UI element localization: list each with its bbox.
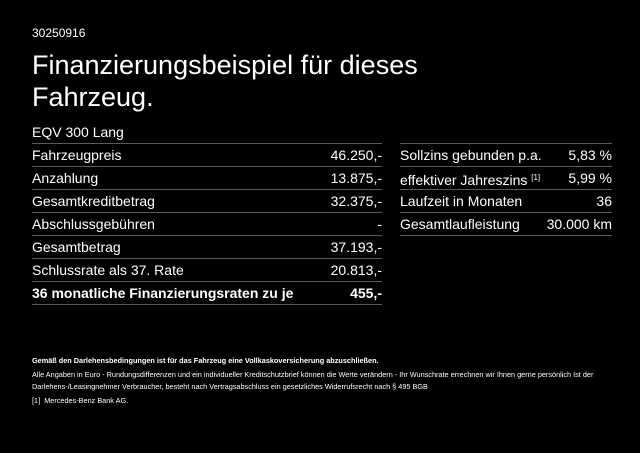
row-label: Abschlussgebühren	[32, 216, 155, 232]
table-row: Gesamtlaufleistung 30.000 km	[400, 212, 612, 236]
right-table: Sollzins gebunden p.a. 5,83 % effektiver J…	[400, 143, 612, 236]
code: 30250916	[32, 26, 86, 40]
row-label: Gesamtbetrag	[32, 239, 121, 255]
table-row: effektiver Jahreszins [1] 5,99 %	[400, 166, 612, 189]
title: Finanzierungsbeispiel für dieses Fahrzeu…	[32, 50, 418, 112]
table-row: Sollzins gebunden p.a. 5,83 %	[400, 143, 612, 166]
row-label: Laufzeit in Monaten	[400, 193, 523, 209]
disclaimer: Alle Angaben in Euro - Rundungsdifferenz…	[32, 370, 594, 391]
row-value: 20.813,-	[330, 262, 382, 278]
row-label: Gesamtkreditbetrag	[32, 193, 155, 209]
row-value: 37.193,-	[330, 239, 382, 255]
row-value: 455,-	[350, 285, 382, 301]
row-label: Anzahlung	[32, 170, 99, 186]
row-label-cell: Laufzeit in Monaten	[400, 190, 522, 212]
table-row: Fahrzeugpreis 46.250,-	[32, 143, 382, 166]
footnote-ref: [1]	[531, 173, 541, 182]
row-label-cell: Gesamtkreditbetrag	[32, 190, 155, 212]
row-label-cell: Fahrzeugpreis	[32, 144, 122, 166]
row-label: Gesamtlaufleistung	[400, 216, 520, 232]
row-label: Fahrzeugpreis	[32, 147, 122, 163]
row-label-cell: Gesamtlaufleistung	[400, 213, 520, 235]
ref-text: Mercedes-Benz Bank AG.	[44, 396, 129, 405]
footnotes: Gemäß den Darlehensbedingungen ist für d…	[32, 355, 607, 407]
reference: [1] Mercedes-Benz Bank AG.	[32, 395, 607, 407]
row-value: 13.875,-	[330, 170, 382, 186]
table-row: 36 monatliche Finanzierungsraten zu je 45…	[32, 281, 382, 305]
row-value: 32.375,-	[330, 193, 382, 209]
row-label: Sollzins gebunden p.a.	[400, 147, 542, 163]
table-row: Abschlussgebühren -	[32, 212, 382, 235]
table-row: Laufzeit in Monaten 36	[400, 189, 612, 212]
row-label-cell: effektiver Jahreszins [1]	[400, 167, 540, 189]
row-label-cell: Anzahlung	[32, 167, 98, 189]
row-value: 36	[596, 193, 612, 209]
table-row: Anzahlung 13.875,-	[32, 166, 382, 189]
left-table: Fahrzeugpreis 46.250,- Anzahlung 13.875,- Ge…	[32, 143, 382, 305]
row-label-cell: Gesamtbetrag	[32, 236, 121, 258]
row-value: 30.000 km	[546, 216, 612, 232]
row-label-cell: 36 monatliche Finanzierungsraten zu je	[32, 282, 293, 304]
insurance-note: Gemäß den Darlehensbedingungen ist für d…	[32, 356, 379, 365]
row-label: 36 monatliche Finanzierungsraten zu je	[32, 285, 294, 301]
row-value: 46.250,-	[330, 147, 382, 163]
table-row: Gesamtkreditbetrag 32.375,-	[32, 189, 382, 212]
row-value: -	[377, 216, 382, 232]
row-value: 5,99 %	[568, 170, 612, 186]
model: EQV 300 Lang	[32, 124, 124, 140]
row-label-cell: Abschlussgebühren	[32, 213, 155, 235]
row-label: effektiver Jahreszins	[400, 172, 528, 188]
row-value: 5,83 %	[568, 147, 612, 163]
row-label: Schlussrate als 37. Rate	[32, 262, 184, 278]
row-label-cell: Schlussrate als 37. Rate	[32, 259, 184, 281]
ref-mark: [1]	[32, 396, 41, 405]
table-row: Schlussrate als 37. Rate 20.813,-	[32, 258, 382, 281]
table-row: Gesamtbetrag 37.193,-	[32, 235, 382, 258]
row-label-cell: Sollzins gebunden p.a.	[400, 144, 542, 166]
